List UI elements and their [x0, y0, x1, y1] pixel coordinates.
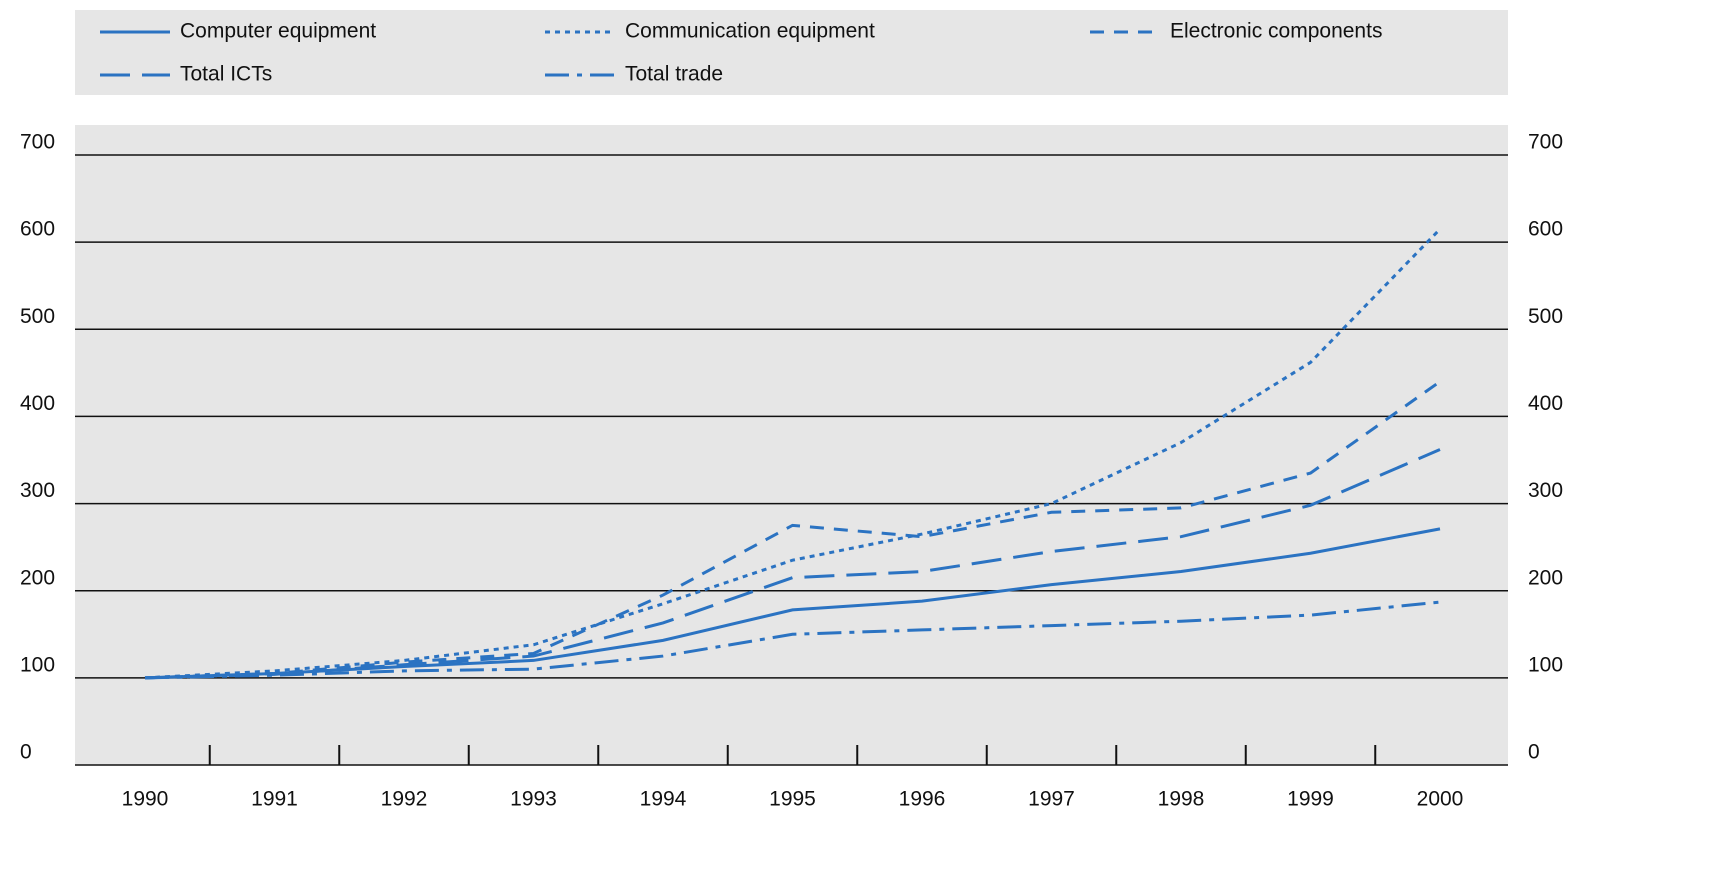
- x-tick-label: 1996: [899, 788, 946, 811]
- legend-label: Electronic components: [1170, 20, 1382, 43]
- y-tick-label: 700: [20, 131, 55, 154]
- x-tick-label: 1998: [1158, 788, 1205, 811]
- y2-tick-label: 200: [1528, 566, 1563, 589]
- series-line: [144, 448, 1441, 680]
- x-tick-label: 1999: [1287, 788, 1334, 811]
- plot-background: [75, 125, 1508, 765]
- y-tick-label: 200: [20, 566, 55, 589]
- legend-background: [75, 10, 1508, 95]
- x-tick-label: 1995: [769, 788, 816, 811]
- x-tick-label: 1997: [1028, 788, 1075, 811]
- y2-tick-label: 0: [1528, 741, 1540, 764]
- series-line: [144, 228, 1442, 680]
- x-tick-label: 1991: [251, 788, 298, 811]
- y-tick-label: 300: [20, 479, 55, 502]
- y2-tick-label: 700: [1528, 131, 1563, 154]
- y2-tick-label: 300: [1528, 479, 1563, 502]
- y-tick-label: 0: [20, 741, 32, 764]
- y-tick-label: 600: [20, 218, 55, 241]
- x-tick-label: 1990: [122, 788, 169, 811]
- series-line: [144, 600, 1441, 680]
- y-tick-label: 400: [20, 392, 55, 415]
- x-tick-label: 1992: [381, 788, 428, 811]
- y2-tick-label: 100: [1528, 653, 1563, 676]
- y-tick-label: 100: [20, 653, 55, 676]
- legend-label: Total ICTs: [180, 63, 272, 86]
- y2-tick-label: 500: [1528, 305, 1563, 328]
- legend-label: Computer equipment: [180, 20, 376, 43]
- y2-tick-label: 400: [1528, 392, 1563, 415]
- x-tick-label: 2000: [1417, 788, 1464, 811]
- legend-label: Communication equipment: [625, 20, 875, 43]
- series-line: [144, 380, 1441, 680]
- x-tick-label: 1993: [510, 788, 557, 811]
- y-tick-label: 500: [20, 305, 55, 328]
- legend-label: Total trade: [625, 63, 723, 86]
- y2-tick-label: 600: [1528, 218, 1563, 241]
- x-tick-label: 1994: [640, 788, 687, 811]
